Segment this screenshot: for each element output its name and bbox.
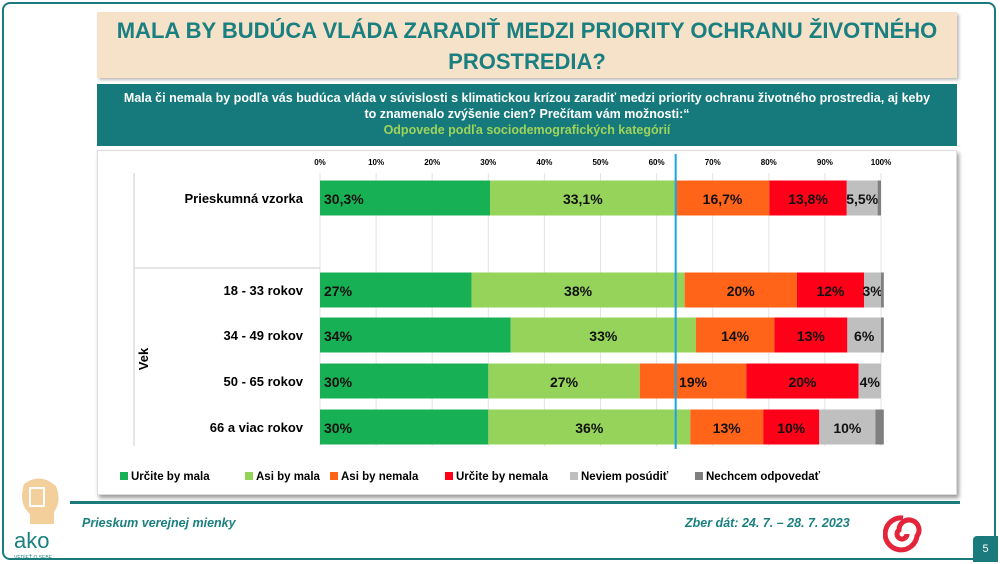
data-label: 27% [324,283,353,299]
legend-swatch [245,472,253,480]
data-label: 38% [564,283,593,299]
bar-segment [684,272,797,308]
bar-segment [881,317,884,353]
x-tick-label: 90% [817,158,833,167]
x-tick-label: 20% [424,158,440,167]
bar-segment [847,317,881,353]
legend-label: Asi by mala [256,471,321,483]
slide-title: MALA BY BUDÚCA VLÁDA ZARADIŤ MEDZI PRIOR… [97,12,957,78]
stacked-bar-chart: 0% 10% 20% 30% 40% 50% 60% 70% 80% 90% 100% Vek Prie… [120,154,891,483]
page-number: 5 [973,536,998,562]
bar-segment [763,409,820,445]
bar-segment [488,363,640,399]
data-label: 4% [860,374,881,390]
bar-segment [320,409,489,445]
data-label: 3% [862,283,883,299]
bar-segment [819,409,876,445]
bar-segment [320,363,489,399]
bar-segment [489,180,676,216]
x-tick-label: 40% [536,158,552,167]
chart-panel: 0% 10% 20% 30% 40% 50% 60% 70% 80% 90% 100% Vek Prie… [97,150,957,495]
data-label: 20% [788,374,817,390]
data-label: 33,1% [563,191,603,207]
x-tick-label: 30% [480,158,496,167]
ako-logo: ako VEDIEŤ O SEBE [14,478,59,561]
category-label: Prieskumná vzorka [184,191,303,206]
question-text: Mala či nemala by podľa vás budúca vláda… [123,91,931,121]
data-label: 16,7% [703,191,743,207]
svg-text:VEDIEŤ O SEBE: VEDIEŤ O SEBE [14,553,53,561]
data-label: 10% [777,420,806,436]
x-tick-label: 60% [649,158,665,167]
legend-swatch [330,472,338,480]
data-label: 10% [833,420,862,436]
data-label: 30% [324,374,353,390]
data-label: 13,8% [788,191,828,207]
legend-label: Neviem posúdiť [581,471,669,483]
legend-swatch [445,472,453,480]
bar-segment [320,317,511,353]
category-label: 50 - 65 rokov [224,374,304,389]
data-label: 36% [575,420,604,436]
data-label: 30% [324,420,353,436]
bar-segment [639,363,747,399]
x-tick-label: 0% [314,158,326,167]
footer-date-range: Zber dát: 24. 7. – 28. 7. 2023 [685,516,850,530]
bar-segment [510,317,696,353]
data-label: 6% [854,328,875,344]
bar-segment [864,272,881,308]
x-tick-label: 50% [592,158,608,167]
bar-segment [846,180,878,216]
bar-segment [875,409,884,445]
category-label: 34 - 49 rokov [224,328,304,343]
data-label: 34% [324,328,353,344]
legend-label: Nechcem odpovedať [706,471,821,483]
legend-label: Asi by nemala [341,471,419,483]
bar-segment [881,272,884,308]
data-label: 12% [816,283,845,299]
bar-segment [877,180,881,216]
data-label: 20% [727,283,756,299]
data-label: 19% [679,374,708,390]
bar-segment [858,363,881,399]
bar-segment [690,409,764,445]
x-tick-label: 10% [368,158,384,167]
legend-label: Určite by mala [131,471,210,483]
legend-swatch [120,472,128,480]
bar-segment [774,317,848,353]
data-label: 13% [713,420,742,436]
svg-text:ako: ako [14,528,49,553]
question-box: Mala či nemala by podľa vás budúca vláda… [97,84,957,146]
legend-label: Určite by nemala [456,471,549,483]
bar-segment [769,180,847,216]
category-label: 18 - 33 rokov [224,283,304,298]
data-label: 30,3% [324,191,364,207]
footer-divider [70,501,960,504]
data-label: 13% [797,328,826,344]
group-label: Vek [136,347,151,370]
data-label: 27% [550,374,579,390]
x-tick-label: 70% [705,158,721,167]
footer-survey-name: Prieskum verejnej mienky [82,516,236,530]
x-tick-label: 80% [761,158,777,167]
bar-segment [488,409,691,445]
bar-segment [796,272,865,308]
bar-segment [320,180,490,216]
bar-segment [746,363,859,399]
question-subtitle: Odpovede podľa sociodemografických kateg… [383,123,671,137]
bar-segment [695,317,775,353]
data-label: 5,5% [846,191,878,207]
x-tick-label: 100% [871,158,891,167]
legend-swatch [695,472,703,480]
government-logo-icon [883,515,922,553]
category-label: 66 a viac rokov [210,420,304,435]
bar-segment [320,272,472,308]
legend-swatch [570,472,578,480]
data-label: 33% [589,328,618,344]
data-label: 14% [721,328,750,344]
bar-segment [471,272,685,308]
bar-segment [675,180,770,216]
